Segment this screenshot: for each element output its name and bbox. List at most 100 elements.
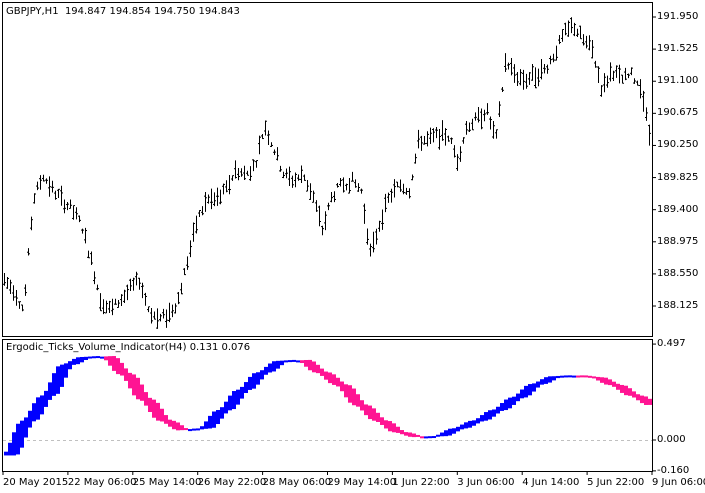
ohlc-bar (453, 145, 456, 158)
falling-band-segment (172, 420, 176, 430)
ohlc-bar (561, 29, 564, 42)
falling-band-segment (304, 359, 308, 367)
rising-band-segment (196, 428, 200, 431)
rising-band-segment (24, 417, 28, 438)
rising-band-segment (264, 366, 268, 375)
falling-band-segment (148, 397, 152, 412)
ohlc-bar (603, 73, 606, 93)
ohlc-bar (276, 147, 279, 161)
ohlc-bar (528, 72, 531, 85)
ohlc-bar (333, 191, 336, 203)
ohlc-bar (591, 39, 594, 59)
falling-band-segment (364, 404, 368, 416)
rising-band-segment (540, 379, 544, 385)
ohlc-bar (384, 193, 387, 213)
falling-band-segment (368, 405, 372, 420)
ohlc-bar (51, 180, 54, 193)
rising-band-segment (528, 384, 532, 396)
ohlc-bar (174, 303, 177, 314)
price-axis-label: 188.550 (657, 267, 699, 279)
ohlc-bar (477, 107, 480, 123)
rising-band-segment (548, 376, 552, 383)
ohlc-bar (192, 222, 195, 242)
ohlc-bar (411, 174, 414, 181)
ohlc-bar (237, 168, 240, 181)
ohlc-bar (15, 290, 18, 306)
price-axis-label: 190.675 (657, 107, 699, 119)
falling-band-segment (108, 356, 112, 366)
falling-band-segment (392, 423, 396, 433)
ohlc-bar (87, 250, 90, 259)
ohlc-bar (159, 313, 162, 322)
ohlc-bar (582, 34, 585, 46)
ohlc-bar (219, 189, 222, 205)
ohlc-bar (519, 69, 522, 86)
indicator-bands (4, 356, 652, 456)
ohlc-bar (315, 200, 318, 212)
rising-band-segment (492, 409, 496, 417)
rising-band-segment (20, 420, 24, 448)
ohlc-bar (213, 192, 216, 207)
rising-band-segment (296, 360, 300, 363)
ohlc-bar (429, 127, 432, 145)
ohlc-bar (558, 35, 561, 45)
ohlc-bar (321, 225, 324, 236)
ohlc-bar (525, 73, 528, 89)
rising-band-segment (524, 385, 528, 398)
price-axis-label: 191.525 (657, 43, 699, 55)
ohlc-bar (39, 175, 42, 190)
ohlc-bar (435, 126, 438, 139)
ohlc-bar (255, 160, 258, 168)
ohlc-bar (21, 304, 24, 312)
ohlc-bar (369, 243, 372, 257)
rising-band-segment (568, 375, 572, 378)
ohlc-bar (162, 308, 165, 319)
ohlc-bar (78, 215, 81, 223)
ohlc-bar (330, 191, 333, 203)
rising-band-segment (216, 410, 220, 425)
falling-band-segment (316, 364, 320, 374)
ohlc-bar (201, 206, 204, 216)
falling-band-segment (116, 358, 120, 375)
ohlc-bar (336, 183, 339, 188)
falling-band-segment (112, 356, 116, 371)
time-axis-label: 28 May 06:00 (262, 477, 332, 488)
ohlc-bar (48, 176, 51, 197)
ohlc-bar (312, 190, 315, 203)
rising-band-segment (224, 401, 228, 414)
falling-band-segment (416, 434, 420, 437)
ohlc-bar (456, 154, 459, 171)
rising-band-segment (280, 360, 284, 366)
falling-band-segment (308, 359, 312, 371)
falling-band-segment (644, 396, 648, 405)
time-axis-label: 5 Jun 22:00 (587, 477, 645, 488)
ohlc-bar (285, 168, 288, 179)
time-axis-label: 1 Jun 22:00 (392, 477, 450, 488)
ohlc-bar (132, 277, 135, 291)
falling-band-segment (628, 388, 632, 396)
rising-band-segment (76, 357, 80, 365)
ohlc-bar (123, 289, 126, 304)
rising-band-segment (208, 415, 212, 429)
falling-band-segment (124, 368, 128, 381)
main-panel-frame (2, 2, 653, 337)
rising-band-segment (72, 358, 76, 365)
rising-band-segment (500, 403, 504, 411)
time-axis-label: 29 May 14:00 (327, 477, 397, 488)
ohlc-bar (351, 171, 354, 182)
falling-band-segment (356, 394, 360, 407)
price-axis-label: 191.100 (657, 75, 699, 87)
ohlc-bar (246, 170, 249, 176)
ohlc-bar (540, 59, 543, 80)
ohlc-bar (570, 17, 573, 34)
ohlc-bar (375, 228, 378, 245)
ohlc-bar (18, 301, 21, 309)
falling-band-segment (616, 383, 620, 390)
rising-band-segment (520, 389, 524, 399)
rising-band-segment (556, 375, 560, 379)
ohlc-bar (600, 85, 603, 97)
ohlc-bar (381, 209, 384, 230)
falling-band-segment (608, 379, 612, 386)
ohlc-bar (627, 73, 630, 79)
ohlc-bar (84, 227, 87, 244)
